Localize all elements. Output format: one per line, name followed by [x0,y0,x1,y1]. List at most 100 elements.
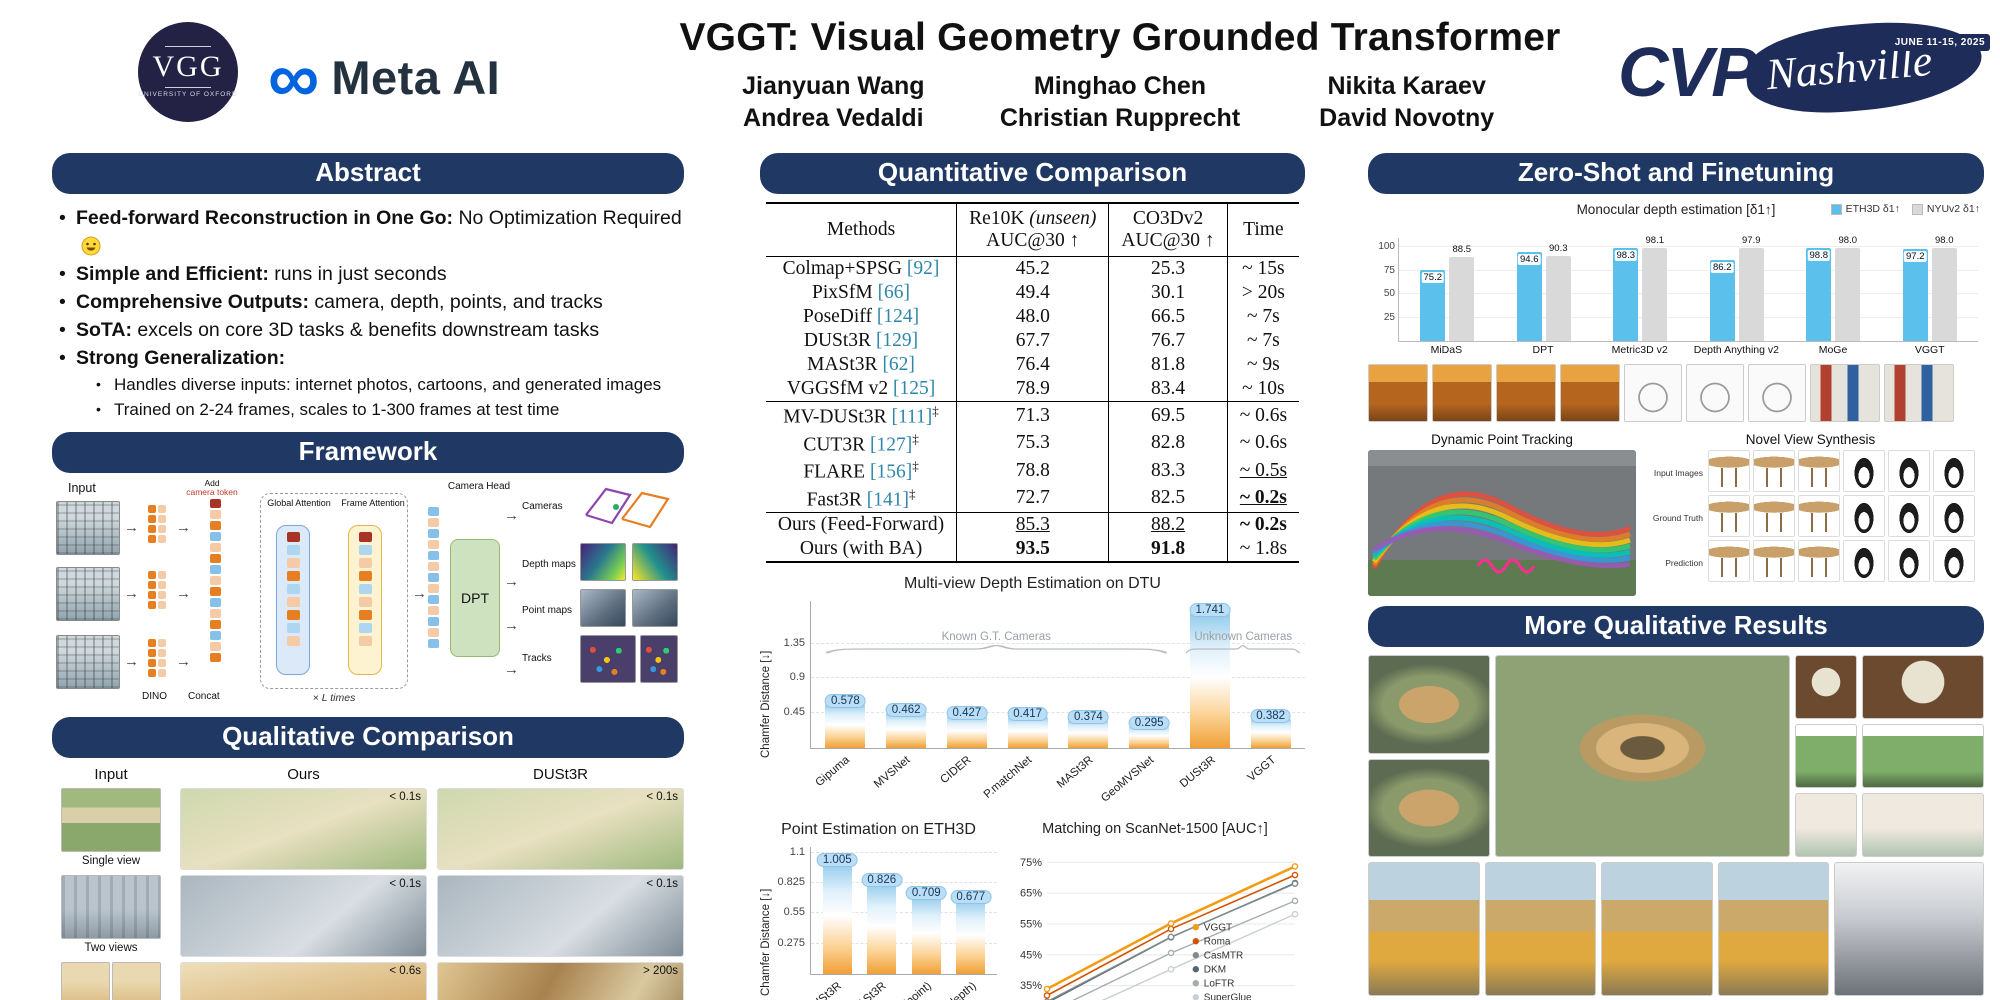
dtu-plot-wrap: 0.45 0.9 1.35 0.578 0.462 0.427 0.417 0.374 0.29… [784,601,1305,807]
gridline: 0.275 [777,937,997,949]
framework-input-image-1 [56,501,120,555]
dagger-mark: ‡ [912,458,919,473]
x-label-text: DUSt3R [804,980,845,1000]
citation: [124] [876,306,920,327]
co3d-cell: 91.8 [1108,537,1228,562]
token [358,623,372,633]
penguin-thumb [1843,540,1885,582]
stool-thumb [1798,540,1840,582]
bar-DPT-0: 94.6 [1516,251,1542,341]
gridline: 100 [1378,241,1978,252]
citation: [156] [869,461,913,483]
token [428,595,439,604]
ours-result-image: < 0.1s [180,875,427,957]
eth3d-main: Chamfer Distance [↓] 0.275 0.55 0.825 1.1 1.0… [760,846,997,1000]
nvs-row-label: Input Images [1653,467,1703,478]
token [148,649,156,657]
re10k-cell: 75.3 [956,429,1109,457]
result-excavator-3 [1601,862,1713,996]
token [286,584,300,594]
nvs-label: Novel View Synthesis [1745,432,1876,447]
token [158,535,166,543]
meta-logo-text: Meta AI [331,51,501,104]
bar-value-label: 0.417 [1007,706,1049,721]
value: ~ 0.2s [1239,514,1287,535]
legend-CasMTR: CasMTR [1204,951,1243,962]
x-label: VGGT (point) [874,975,949,1000]
column-header: CO3Dv2 AUC@30 ↑ [1108,203,1228,257]
result-colosseum-model-2 [1368,758,1490,857]
nvs-row-label: Prediction [1665,557,1703,568]
svg-text:75%: 75% [1020,857,1042,869]
category-label: Metric3D v2 [1611,344,1668,356]
table-row: CUT3R [127]‡ 75.3 82.8 ~ 0.6s [766,429,1300,457]
author-name: Andrea Vedaldi [743,104,924,132]
bar-Gipuma: 0.578 [824,693,866,748]
patch-tokens-1 [148,505,166,543]
token [210,587,221,596]
chart-dtu: Multi-view Depth Estimation on DTU Chamfe… [760,575,1305,807]
meta-infinity-icon: ∞ [268,37,320,118]
arrow-icon: → [176,653,191,670]
depth-map-thumb-2 [632,543,678,581]
bar-value-label: 0.382 [1250,709,1292,724]
bar-groups: 75.2 88.5 94.6 90.3 98.3 98.1 86.2 97.9 98.8 98.0… [1399,235,1978,341]
token [358,636,372,646]
token [210,543,221,552]
bars-row: 0.578 0.462 0.427 0.417 0.374 0.295 1.741 0.382 [811,601,1305,748]
x-label-text: MASt3R [1055,754,1096,791]
camera-head-label: Camera Head [447,481,511,492]
abstract-bullet-text: Handles diverse inputs: internet photos,… [114,375,662,394]
camera-token-label: camera token [186,487,238,497]
bar-value-label: 0.462 [885,703,927,718]
bar-Metric3D v2-1: 98.1 [1642,235,1668,341]
smiley-emoji-icon [81,236,101,256]
bars-row: 1.005 0.826 0.709 0.677 [811,847,997,974]
bar-value-label: 0.578 [824,693,866,708]
bar-value-label: 94.6 [1518,253,1541,265]
ours-result-image: < 0.1s [180,788,427,870]
dust3r-result-image: < 0.1s [437,788,684,870]
time-cell: ~ 0.6s [1226,429,1300,457]
time-cell: ~ 1.8s [1226,537,1300,562]
point-map-thumb-2 [632,589,678,627]
token [210,631,221,640]
penguin-thumb [1843,450,1885,492]
bar-VGGT: 0.382 [1250,709,1292,748]
vgg-logo-text: VGG [152,50,224,83]
token [210,510,221,519]
table-row: PixSfM [66] 49.4 30.1 > 20s [766,281,1300,305]
colosseum-stack [1368,655,1490,857]
result-excavator-4 [1717,862,1830,996]
eth3d-ylabel: Chamfer Distance [↓] [760,888,772,996]
stool-thumb [1753,495,1795,537]
chart-scannet: Matching on ScanNet-1500 [AUC↑]25%35%45%… [1005,821,1305,1000]
column-header: Re10K (unseen) AUC@30 ↑ [956,203,1109,257]
abstract-bullet: SoTA: excels on core 3D tasks & benefits… [52,316,682,344]
category-label: MiDaS [1430,344,1463,356]
bar-MoGe-1: 98.0 [1835,235,1861,341]
x-label: DUSt3R [1177,749,1240,807]
token [158,669,166,677]
bar-MASt3R: 0.374 [1067,709,1109,748]
token [158,581,166,589]
cartoon-room-thumb-1 [1368,364,1428,422]
vgg-rule-bottom [165,87,211,88]
patch-tokens-3 [148,639,166,677]
nvs-grid [1708,450,1975,585]
legend-VGGT: VGGT [1204,923,1232,934]
time-badge: < 0.1s [389,791,421,803]
token [158,659,166,667]
abstract-bullet-bold: SoTA: [76,319,132,341]
re10k-cell: 76.4 [956,353,1109,377]
re10k-cell: 78.9 [956,377,1109,402]
x-label: P.matchNet [982,749,1058,807]
more-results-row-2 [1368,862,1984,996]
re10k-cell: 49.4 [956,281,1109,305]
x-label: MVSNet [873,749,936,807]
x-label-text: CIDER [938,754,974,787]
author-list: Jianyuan Wang Minghao Chen Nikita Karaev An… [700,72,1540,133]
token [210,565,221,574]
eth3d-plot-area: 0.275 0.55 0.825 1.1 1.005 0.826 0.709 0.677 [777,846,997,975]
framework-concat-label: Concat [188,691,220,702]
